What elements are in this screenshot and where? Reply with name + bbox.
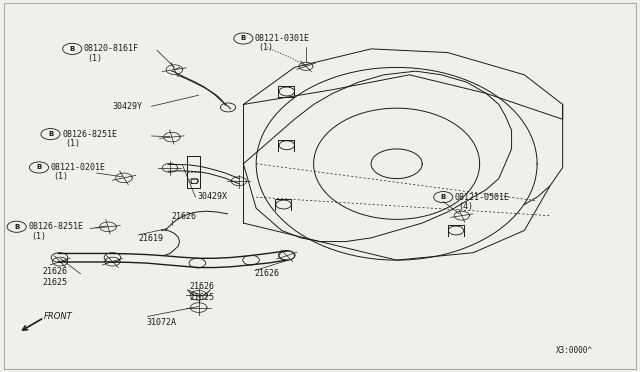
Text: 21626: 21626 — [172, 212, 197, 221]
Text: B: B — [440, 194, 446, 200]
Text: B: B — [241, 35, 246, 42]
Text: B: B — [14, 224, 19, 230]
Text: 08120-8161F: 08120-8161F — [84, 44, 139, 53]
Text: (1): (1) — [87, 54, 102, 62]
Text: 30429Y: 30429Y — [113, 102, 143, 111]
Text: (1): (1) — [31, 231, 46, 241]
Text: 21625: 21625 — [42, 278, 67, 287]
Text: B: B — [48, 131, 53, 137]
Text: 21625: 21625 — [189, 294, 214, 302]
Text: 21619: 21619 — [138, 234, 163, 243]
Text: 08126-8251E: 08126-8251E — [62, 129, 117, 139]
Text: (4): (4) — [458, 202, 473, 211]
Text: B: B — [36, 164, 42, 170]
Text: 08121-0301E: 08121-0301E — [255, 34, 310, 43]
Text: (1): (1) — [65, 139, 80, 148]
Text: FRONT: FRONT — [44, 312, 73, 321]
Text: X3:0000^: X3:0000^ — [556, 346, 593, 355]
Text: 08126-8251E: 08126-8251E — [28, 222, 83, 231]
Text: 21626: 21626 — [255, 269, 280, 278]
Text: 30429X: 30429X — [197, 192, 227, 201]
Text: 08121-0501E: 08121-0501E — [455, 193, 509, 202]
Text: 08121-0201E: 08121-0201E — [51, 163, 106, 172]
Text: (1): (1) — [54, 172, 68, 181]
Text: B: B — [70, 46, 75, 52]
Text: (1): (1) — [258, 43, 273, 52]
Text: 21626: 21626 — [189, 282, 214, 291]
Text: 21626: 21626 — [42, 267, 67, 276]
Text: 31072A: 31072A — [147, 318, 176, 327]
